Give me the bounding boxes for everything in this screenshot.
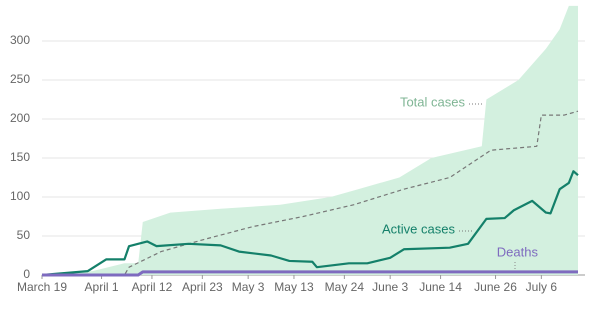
x-tick-label: April 12 xyxy=(132,280,173,294)
x-tick-label: July 6 xyxy=(526,280,558,294)
series-label: Deaths xyxy=(497,244,539,259)
series-label: Total cases xyxy=(400,94,466,109)
y-tick-label: 50 xyxy=(17,228,31,242)
x-tick-label: June 3 xyxy=(372,280,408,294)
x-tick-label: April 1 xyxy=(85,280,119,294)
x-tick-label: May 3 xyxy=(232,280,265,294)
x-tick-label: June 26 xyxy=(474,280,517,294)
dashed-line xyxy=(42,110,579,276)
plot xyxy=(41,5,579,277)
x-tick-label: June 14 xyxy=(419,280,462,294)
y-tick-label: 100 xyxy=(10,189,30,203)
line xyxy=(41,170,579,277)
y-tick-label: 0 xyxy=(23,267,30,281)
y-tick-label: 200 xyxy=(10,111,30,125)
series-label: Active cases xyxy=(382,221,455,236)
grid xyxy=(41,40,585,279)
area xyxy=(42,5,578,276)
x-tick-label: May 13 xyxy=(274,280,314,294)
y-tick-label: 250 xyxy=(10,72,30,86)
y-tick-label: 150 xyxy=(10,150,30,164)
line xyxy=(42,270,578,277)
x-tick-label: May 24 xyxy=(325,280,365,294)
x-tick-label: April 23 xyxy=(182,280,223,294)
x-tick-label: March 19 xyxy=(17,280,67,294)
y-tick-label: 300 xyxy=(10,33,30,47)
labels: 0 50 100 150 200 250 300 March 19 April 1 April 1… xyxy=(10,33,557,294)
